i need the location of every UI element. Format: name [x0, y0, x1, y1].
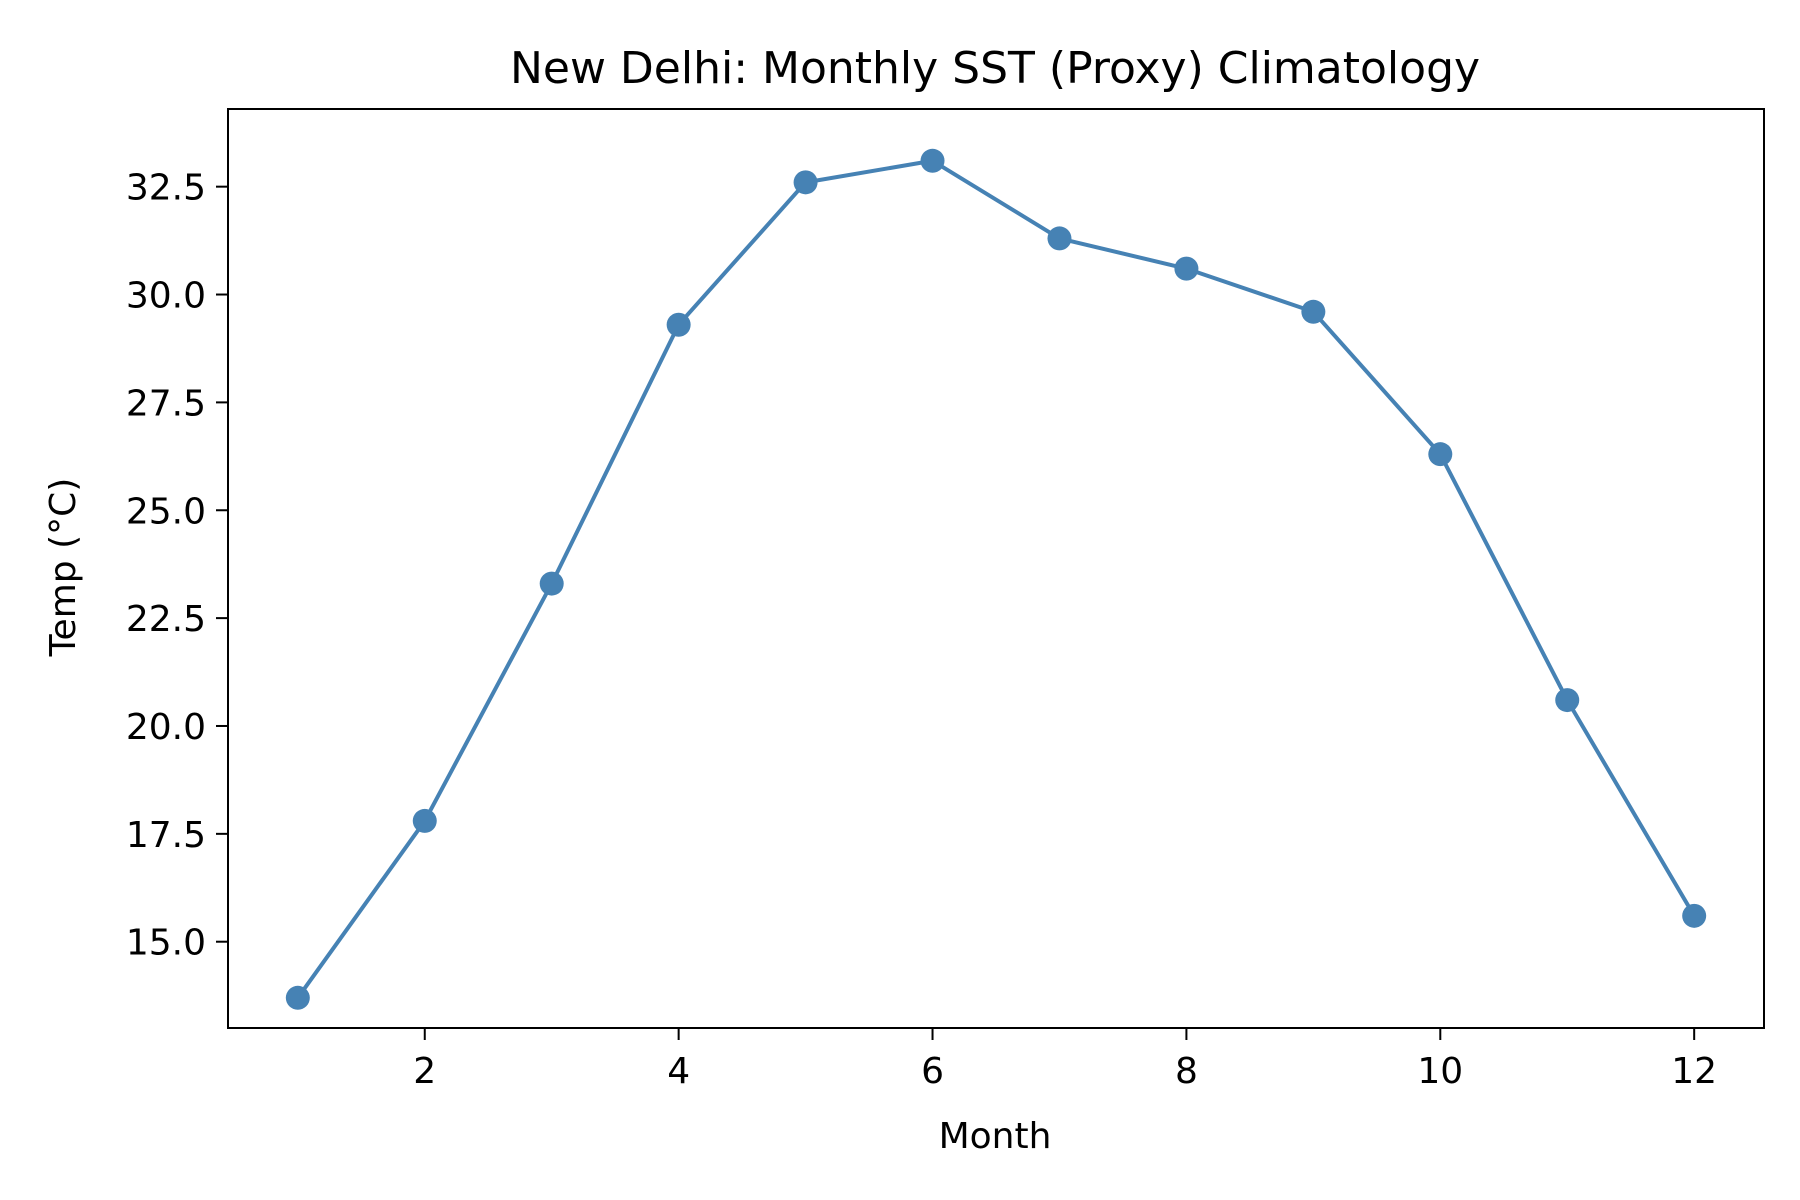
data-point — [1301, 299, 1326, 324]
axes-frame — [227, 108, 1765, 1029]
x-tick-label: 10 — [1417, 1051, 1463, 1092]
x-tick-label: 6 — [921, 1051, 944, 1092]
data-point — [539, 571, 564, 596]
data-point — [1555, 688, 1580, 713]
y-tick-label: 30.0 — [126, 276, 206, 317]
chart-title: New Delhi: Monthly SST (Proxy) Climatolo… — [510, 43, 1480, 94]
y-tick-label: 15.0 — [126, 923, 206, 964]
x-axis: 2 4 6 8 10 12 — [413, 1028, 1717, 1092]
data-point — [412, 808, 437, 833]
data-point — [793, 170, 818, 195]
x-tick-label: 8 — [1175, 1051, 1198, 1092]
y-tick-label: 17.5 — [126, 815, 206, 856]
y-axis: 15.0 17.5 20.0 22.5 25.0 27.5 30.0 32.5 — [126, 168, 228, 964]
data-point — [666, 312, 691, 337]
x-axis-label: Month — [939, 1116, 1052, 1157]
data-point — [285, 985, 310, 1010]
data-point — [1682, 903, 1707, 928]
y-tick-label: 27.5 — [126, 383, 206, 424]
y-tick-label: 32.5 — [126, 168, 206, 209]
data-point — [1428, 442, 1453, 467]
series-line — [296, 158, 1696, 999]
data-point — [920, 148, 945, 173]
y-tick-label: 22.5 — [126, 599, 206, 640]
x-tick-label: 4 — [667, 1051, 690, 1092]
x-tick-label: 2 — [413, 1051, 436, 1092]
plot-area — [285, 148, 1707, 1010]
y-tick-label: 20.0 — [126, 707, 206, 748]
x-tick-label: 12 — [1671, 1051, 1717, 1092]
data-point — [1047, 226, 1072, 251]
y-tick-label: 25.0 — [126, 491, 206, 532]
y-axis-label: Temp (°C) — [43, 478, 84, 658]
data-point — [1174, 256, 1199, 281]
